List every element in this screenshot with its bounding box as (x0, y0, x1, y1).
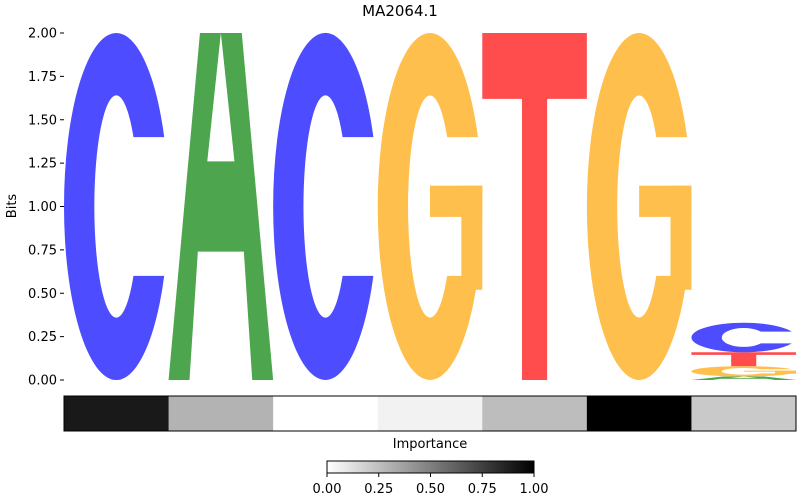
y-tick-label: 1.50 (28, 113, 57, 128)
logo-letter-T (691, 352, 796, 367)
heatmap-cell (691, 396, 797, 431)
logo-letter-A (168, 33, 274, 380)
importance-label: Importance (393, 437, 468, 452)
chart-title: MA2064.1 (362, 2, 438, 20)
colorbar-ticks: 0.00 0.25 0.50 0.75 1.00 (313, 473, 549, 497)
colorbar-tick-label: 0.25 (364, 482, 393, 497)
logo-letter-A (691, 376, 796, 380)
y-tick-label: 1.75 (28, 70, 57, 85)
colorbar-tick-label: 0.75 (468, 482, 497, 497)
y-axis: 0.00 0.25 0.50 0.75 1.00 1.25 1.50 1.75 2.00 (28, 27, 64, 389)
logo-letter-C (63, 32, 169, 381)
heatmap-cell (64, 396, 170, 431)
importance-heatmap (64, 396, 797, 431)
y-tick-label: 1.00 (28, 200, 57, 215)
colorbar-tick-label: 0.50 (416, 482, 445, 497)
logo-letter-C (691, 322, 796, 353)
heatmap-cell (482, 396, 588, 431)
colorbar-tick-label: 0.00 (313, 482, 342, 497)
y-tick-label: 1.25 (28, 157, 57, 172)
logo-letter-G (691, 366, 796, 377)
y-tick-label: 0.25 (28, 330, 57, 345)
y-tick-label: 0.50 (28, 287, 57, 302)
y-tick-label: 0.00 (28, 374, 57, 389)
heatmap-cell (377, 396, 483, 431)
y-tick-label: 2.00 (28, 27, 57, 42)
heatmap-cell (168, 396, 274, 431)
logo-letter-C (273, 32, 378, 381)
heatmap-cell (586, 396, 692, 431)
heatmap-frame (63, 395, 797, 432)
y-tick-label: 0.75 (28, 243, 57, 258)
colorbar-tick-label: 1.00 (520, 482, 549, 497)
y-axis-label: Bits (5, 194, 20, 219)
logo-letters (63, 32, 796, 381)
heatmap-cell (273, 396, 379, 431)
logo-letter-T (482, 33, 587, 380)
logo-letter-G (377, 32, 483, 380)
colorbar (326, 460, 535, 474)
logo-letter-G (586, 32, 692, 380)
